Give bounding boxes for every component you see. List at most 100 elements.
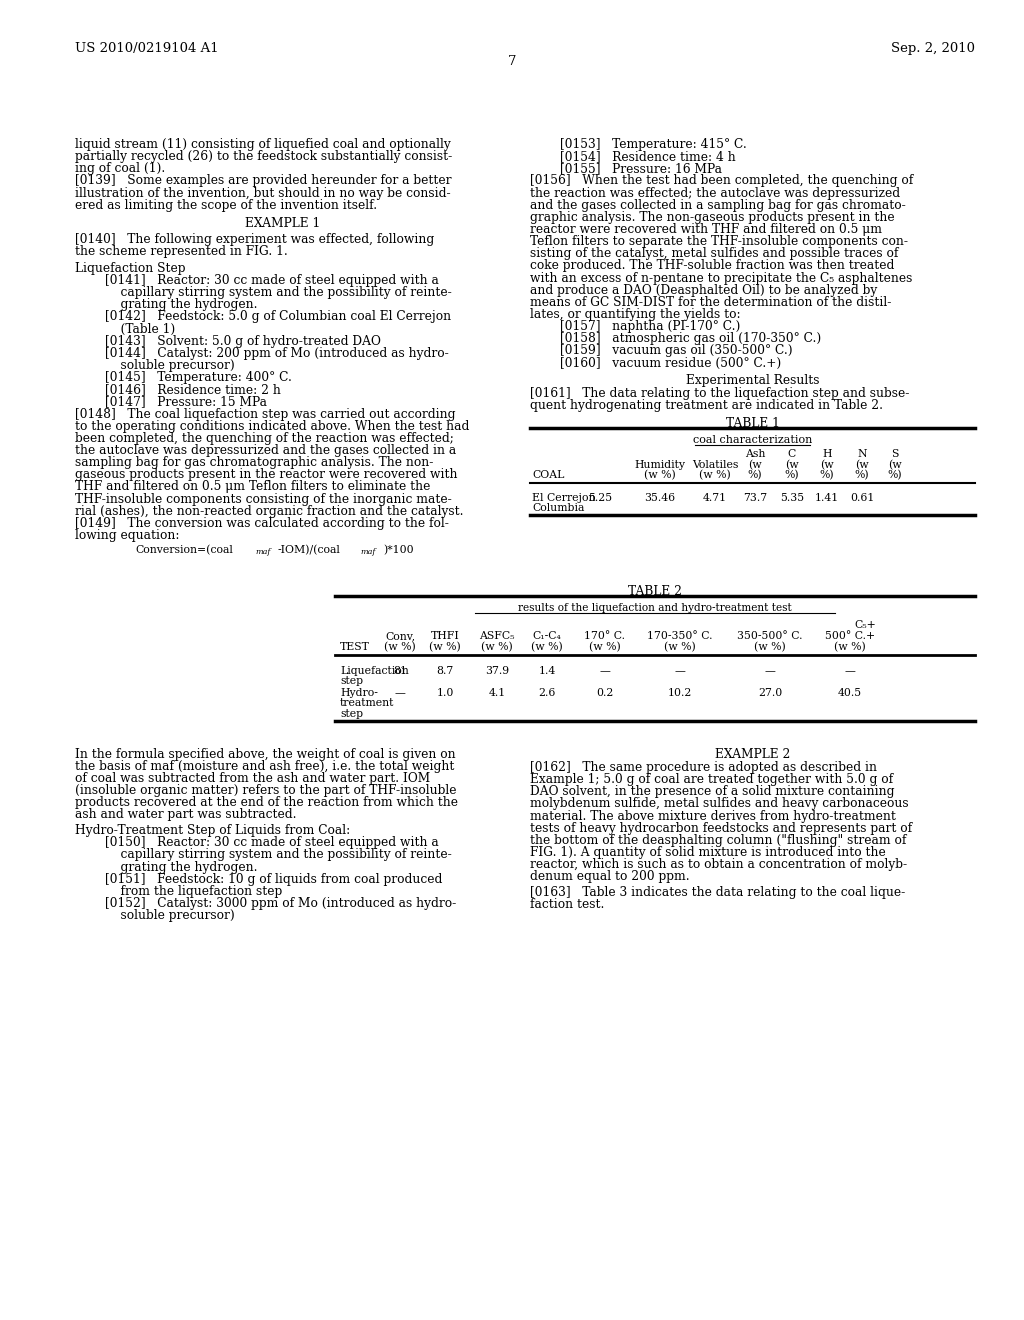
Text: 37.9: 37.9 — [485, 665, 509, 676]
Text: rial (ashes), the non-reacted organic fraction and the catalyst.: rial (ashes), the non-reacted organic fr… — [75, 504, 464, 517]
Text: maf: maf — [360, 548, 376, 556]
Text: step: step — [340, 676, 364, 686]
Text: ered as limiting the scope of the invention itself.: ered as limiting the scope of the invent… — [75, 199, 377, 211]
Text: the reaction was effected; the autoclave was depressurized: the reaction was effected; the autoclave… — [530, 186, 900, 199]
Text: lowing equation:: lowing equation: — [75, 529, 179, 543]
Text: TEST: TEST — [340, 642, 370, 652]
Text: with an excess of n-pentane to precipitate the C₅ asphaltenes: with an excess of n-pentane to precipita… — [530, 272, 912, 285]
Text: [0155]   Pressure: 16 MPa: [0155] Pressure: 16 MPa — [560, 162, 722, 176]
Text: [0148]   The coal liquefaction step was carried out according: [0148] The coal liquefaction step was ca… — [75, 408, 456, 421]
Text: —: — — [675, 665, 685, 676]
Text: the scheme represented in FIG. 1.: the scheme represented in FIG. 1. — [75, 246, 288, 257]
Text: denum equal to 200 ppm.: denum equal to 200 ppm. — [530, 870, 689, 883]
Text: US 2010/0219104 A1: US 2010/0219104 A1 — [75, 42, 219, 55]
Text: (w: (w — [855, 459, 868, 470]
Text: Liquefaction: Liquefaction — [340, 665, 409, 676]
Text: —: — — [394, 688, 406, 698]
Text: (w %): (w %) — [754, 642, 785, 652]
Text: 1.4: 1.4 — [539, 665, 556, 676]
Text: Sep. 2, 2010: Sep. 2, 2010 — [891, 42, 975, 55]
Text: 8.7: 8.7 — [436, 665, 454, 676]
Text: %): %) — [748, 470, 762, 480]
Text: [0154]   Residence time: 4 h: [0154] Residence time: 4 h — [560, 150, 736, 164]
Text: 5.35: 5.35 — [780, 492, 804, 503]
Text: products recovered at the end of the reaction from which the: products recovered at the end of the rea… — [75, 796, 458, 809]
Text: S: S — [891, 450, 899, 459]
Text: from the liquefaction step: from the liquefaction step — [105, 884, 283, 898]
Text: [0151]   Feedstock: 10 g of liquids from coal produced: [0151] Feedstock: 10 g of liquids from c… — [105, 873, 442, 886]
Text: 170° C.: 170° C. — [585, 631, 626, 642]
Text: [0163]   Table 3 indicates the data relating to the coal lique-: [0163] Table 3 indicates the data relati… — [530, 886, 905, 899]
Text: ing of coal (1).: ing of coal (1). — [75, 162, 165, 176]
Text: molybdenum sulfide, metal sulfides and heavy carbonaceous: molybdenum sulfide, metal sulfides and h… — [530, 797, 908, 810]
Text: treatment: treatment — [340, 698, 394, 709]
Text: Ash: Ash — [744, 450, 765, 459]
Text: EXAMPLE 1: EXAMPLE 1 — [245, 216, 321, 230]
Text: (w %): (w %) — [665, 642, 696, 652]
Text: (insoluble organic matter) refers to the part of THF-insoluble: (insoluble organic matter) refers to the… — [75, 784, 457, 797]
Text: Volatiles: Volatiles — [692, 459, 738, 470]
Text: [0158]   atmospheric gas oil (170-350° C.): [0158] atmospheric gas oil (170-350° C.) — [560, 333, 821, 346]
Text: [0144]   Catalyst: 200 ppm of Mo (introduced as hydro-: [0144] Catalyst: 200 ppm of Mo (introduc… — [105, 347, 449, 360]
Text: 1.0: 1.0 — [436, 688, 454, 698]
Text: )*100: )*100 — [383, 545, 414, 556]
Text: the autoclave was depressurized and the gases collected in a: the autoclave was depressurized and the … — [75, 444, 457, 457]
Text: 0.2: 0.2 — [596, 688, 613, 698]
Text: 0.61: 0.61 — [850, 492, 874, 503]
Text: 35.46: 35.46 — [644, 492, 676, 503]
Text: and produce a DAO (Deasphalted Oil) to be analyzed by: and produce a DAO (Deasphalted Oil) to b… — [530, 284, 878, 297]
Text: gaseous products present in the reactor were recovered with: gaseous products present in the reactor … — [75, 469, 458, 482]
Text: quent hydrogenating treatment are indicated in Table 2.: quent hydrogenating treatment are indica… — [530, 399, 883, 412]
Text: (w %): (w %) — [589, 642, 621, 652]
Text: 81: 81 — [393, 665, 407, 676]
Text: THFI: THFI — [431, 631, 460, 642]
Text: [0160]   vacuum residue (500° C.+): [0160] vacuum residue (500° C.+) — [560, 356, 781, 370]
Text: —: — — [845, 665, 855, 676]
Text: 1.41: 1.41 — [815, 492, 839, 503]
Text: 500° C.+: 500° C.+ — [825, 631, 876, 642]
Text: material. The above mixture derives from hydro-treatment: material. The above mixture derives from… — [530, 809, 896, 822]
Text: 27.0: 27.0 — [758, 688, 782, 698]
Text: reactor were recovered with THF and filtered on 0.5 μm: reactor were recovered with THF and filt… — [530, 223, 882, 236]
Text: [0146]   Residence time: 2 h: [0146] Residence time: 2 h — [105, 383, 281, 396]
Text: [0161]   The data relating to the liquefaction step and subse-: [0161] The data relating to the liquefac… — [530, 387, 909, 400]
Text: %): %) — [888, 470, 902, 480]
Text: (w %): (w %) — [699, 470, 731, 480]
Text: soluble precursor): soluble precursor) — [105, 359, 234, 372]
Text: Experimental Results: Experimental Results — [686, 374, 819, 387]
Text: %): %) — [855, 470, 869, 480]
Text: (w %): (w %) — [429, 642, 461, 652]
Text: illustration of the invention, but should in no way be consid-: illustration of the invention, but shoul… — [75, 186, 451, 199]
Text: C: C — [787, 450, 796, 459]
Text: [0142]   Feedstock: 5.0 g of Columbian coal El Cerrejon: [0142] Feedstock: 5.0 g of Columbian coa… — [105, 310, 452, 323]
Text: %): %) — [819, 470, 835, 480]
Text: H: H — [822, 450, 831, 459]
Text: (w: (w — [749, 459, 762, 470]
Text: sisting of the catalyst, metal sulfides and possible traces of: sisting of the catalyst, metal sulfides … — [530, 247, 898, 260]
Text: [0143]   Solvent: 5.0 g of hydro-treated DAO: [0143] Solvent: 5.0 g of hydro-treated D… — [105, 335, 381, 347]
Text: (w: (w — [785, 459, 799, 470]
Text: graphic analysis. The non-gaseous products present in the: graphic analysis. The non-gaseous produc… — [530, 211, 895, 224]
Text: coal characterization: coal characterization — [693, 434, 812, 445]
Text: partially recycled (26) to the feedstock substantially consist-: partially recycled (26) to the feedstock… — [75, 150, 453, 164]
Text: 350-500° C.: 350-500° C. — [737, 631, 803, 642]
Text: ASFC₅: ASFC₅ — [479, 631, 515, 642]
Text: (w %): (w %) — [384, 642, 416, 652]
Text: (w %): (w %) — [481, 642, 513, 652]
Text: N: N — [857, 450, 866, 459]
Text: [0150]   Reactor: 30 cc made of steel equipped with a: [0150] Reactor: 30 cc made of steel equi… — [105, 837, 438, 849]
Text: 10.2: 10.2 — [668, 688, 692, 698]
Text: (w %): (w %) — [835, 642, 866, 652]
Text: DAO solvent, in the presence of a solid mixture containing: DAO solvent, in the presence of a solid … — [530, 785, 895, 799]
Text: THF-insoluble components consisting of the inorganic mate-: THF-insoluble components consisting of t… — [75, 492, 452, 506]
Text: grating the hydrogen.: grating the hydrogen. — [105, 298, 257, 312]
Text: 4.71: 4.71 — [702, 492, 727, 503]
Text: —: — — [600, 665, 610, 676]
Text: reactor, which is such as to obtain a concentration of molyb-: reactor, which is such as to obtain a co… — [530, 858, 907, 871]
Text: (w: (w — [888, 459, 902, 470]
Text: to the operating conditions indicated above. When the test had: to the operating conditions indicated ab… — [75, 420, 469, 433]
Text: sampling bag for gas chromatographic analysis. The non-: sampling bag for gas chromatographic ana… — [75, 457, 433, 469]
Text: 5.25: 5.25 — [588, 492, 612, 503]
Text: 7: 7 — [508, 55, 516, 69]
Text: [0140]   The following experiment was effected, following: [0140] The following experiment was effe… — [75, 232, 434, 246]
